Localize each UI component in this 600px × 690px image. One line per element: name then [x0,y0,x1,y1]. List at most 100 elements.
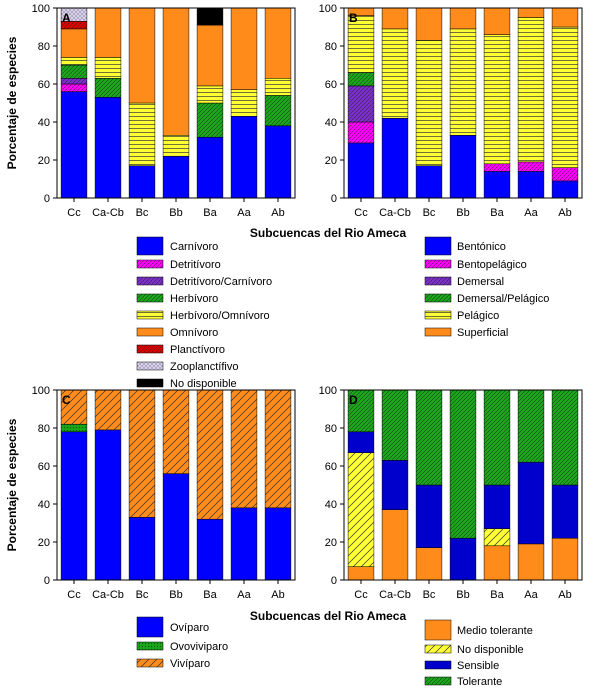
bar-segment [347,121,375,144]
y-tick-label: 80 [38,423,50,435]
bar-segment [551,26,579,168]
legend-label: Ovoviviparo [170,641,228,653]
legend-label: Vivíparo [170,658,210,670]
x-tick-label: Bb [456,589,469,601]
x-tick-label: Ca-Cb [379,589,411,601]
bar-segment [415,165,443,199]
x-tick-label: Aa [237,589,251,601]
legend-label: Herbívoro/Omnívoro [170,310,270,322]
bar-segment [347,72,375,87]
bar-segment [264,95,292,127]
bar-segment [415,389,443,486]
bar-segment [449,537,477,581]
legend-swatch [136,259,164,269]
y-tick-label: 20 [325,155,337,167]
legend-swatch [136,327,164,337]
legend-swatch [136,344,164,354]
x-axis-label-bottom: Subcuencas del Rio Ameca [250,609,407,623]
bar-segment [517,161,545,172]
legend-swatch [136,641,164,651]
y-tick-label: 0 [331,575,337,587]
x-tick-label: Bc [423,589,436,601]
legend-label: Sensible [457,660,499,672]
legend-swatch [424,619,452,641]
x-tick-label: Bc [423,207,436,219]
bar-segment [381,460,409,510]
y-axis-label: Porcentaje de especies [5,418,19,551]
legend-swatch [136,236,164,256]
bar-segment [60,64,88,79]
y-tick-label: 20 [38,155,50,167]
y-axis-label: Porcentaje de especies [5,36,19,169]
bar-segment [60,389,88,425]
legend-swatch [424,293,452,303]
bar-segment [347,452,375,567]
y-tick-label: 40 [38,499,50,511]
bar-segment [230,389,258,509]
y-tick-label: 0 [44,193,50,205]
legend-bottom-left: Ovíparo Ovoviviparo Vivíparo [136,616,228,670]
legend-swatch [424,644,452,654]
bar-segment [128,517,156,581]
plot-frame [343,7,583,199]
bar-segment [128,7,156,104]
bar-segment [196,85,224,104]
x-axis-label-top: Subcuencas del Rio Ameca [250,226,407,240]
x-tick-label: Cc [354,589,368,601]
bar-segment [449,7,477,30]
legend-swatch [136,378,164,388]
bar-segment [94,57,122,79]
legend-label: Herbívoro [170,293,218,305]
y-tick-label: 40 [325,499,337,511]
x-tick-label: Ca-Cb [379,207,411,219]
plot-frame [343,389,583,581]
bar-segment [230,7,258,90]
y-tick-label: 60 [325,79,337,91]
bar-segment [483,528,511,547]
bar-segment [415,547,443,581]
legend-label: Bentónico [457,241,506,253]
bar-segment [551,167,579,182]
bar-segment [347,566,375,581]
legend-swatch [136,658,164,668]
bar-segment [381,28,409,119]
bar-segment [230,89,258,117]
legend-label: Ovíparo [170,622,209,634]
legend-label: Medio tolerante [457,625,533,637]
x-tick-label: Ca-Cb [92,589,124,601]
plot-frame [56,7,296,199]
bar-segment [264,7,292,79]
legend-label: Carnívoro [170,241,218,253]
y-tick-label: 100 [32,3,50,15]
panel-a: 0 20 40 60 80 100 Cc Ca-Cb Bc Bb Ba Aa Ab A Porcentaje… [5,3,296,219]
bar-segment [347,389,375,433]
legend-label: Tolerante [457,676,502,688]
panel-letter: A [62,11,71,25]
legend-swatch [136,293,164,303]
y-tick-label: 40 [325,117,337,129]
bar-segment [60,78,88,85]
legend-swatch [136,361,164,371]
x-tick-label: Aa [237,207,251,219]
bar-segment [347,431,375,453]
legend-bottom-right: Medio tolerante No disponible Sensible Tole… [424,619,533,688]
bar-segment [381,509,409,581]
x-tick-label: Cc [354,207,368,219]
bar-segment [449,135,477,199]
y-tick-label: 40 [38,117,50,129]
bar-segment [517,171,545,199]
y-tick-label: 80 [325,41,337,53]
legend-label: Planctívoro [170,344,225,356]
bar-segment [196,136,224,199]
bar-segment [128,102,156,166]
y-tick-label: 60 [325,461,337,473]
legend-swatch [136,310,164,320]
legend-label: Pelágico [457,310,499,322]
bar-segment [196,389,224,520]
bar-segment [196,7,224,26]
bar-segment [196,24,224,87]
bar-segment [264,78,292,96]
y-tick-label: 100 [32,385,50,397]
legend-swatch [424,660,452,670]
legend-swatch [424,676,452,686]
